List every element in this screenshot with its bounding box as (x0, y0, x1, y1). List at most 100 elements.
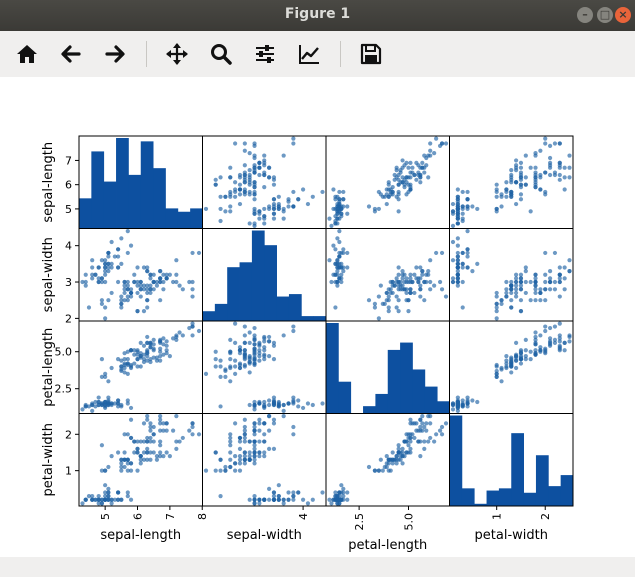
scatter-point (494, 206, 499, 212)
scatter-point (242, 457, 247, 462)
scatter-point (223, 374, 228, 379)
save-button[interactable] (354, 37, 388, 71)
scatter-point (103, 316, 108, 321)
scatter-point (138, 461, 143, 466)
scatter-point (557, 265, 562, 270)
scatter-point (422, 170, 427, 175)
scatter-point (509, 355, 514, 360)
scatter-point (167, 272, 172, 277)
histogram-bar (486, 490, 500, 506)
subplot-petal-width-vs-sepal-length (78, 413, 203, 507)
scatter-point (533, 276, 538, 281)
scatter-point (128, 294, 134, 299)
scatter-point (164, 348, 169, 353)
scatter-point (408, 446, 413, 451)
scatter-point (562, 165, 567, 170)
scatter-point (135, 279, 140, 285)
y-axis-label: petal-width (41, 423, 56, 496)
maximize-button[interactable]: □ (597, 7, 613, 23)
scatter-point (547, 325, 553, 331)
scatter-point (329, 501, 334, 506)
scatter-point (408, 160, 413, 165)
scatter-point (190, 432, 195, 437)
x-axis-label: petal-width (475, 528, 548, 543)
scatter-point (523, 182, 528, 187)
scatter-point (455, 199, 460, 204)
configure-subplots-button[interactable] (248, 37, 282, 71)
scatter-point (455, 283, 460, 288)
back-button[interactable] (54, 37, 88, 71)
scatter-point (237, 454, 243, 459)
scatter-point (257, 501, 262, 506)
scatter-point (119, 236, 124, 241)
scatter-point (228, 194, 233, 199)
scatter-point (115, 247, 121, 252)
scatter-point (557, 333, 562, 338)
scatter-point (257, 497, 262, 502)
pan-button[interactable] (160, 37, 194, 71)
scatter-point (533, 334, 538, 340)
scatter-point (190, 333, 195, 338)
scatter-point (271, 340, 277, 345)
scatter-point (138, 283, 143, 288)
figure-canvas[interactable]: 5 6 7 sepal-length 2 3 4 sepal-width 2.5 5.0 petal… (0, 77, 635, 557)
scatter-point (115, 404, 121, 409)
scatter-point (420, 421, 425, 426)
zoom-button[interactable] (204, 37, 238, 71)
scatter-point (518, 276, 524, 281)
scatter-point (99, 497, 105, 502)
scatter-point (455, 254, 460, 259)
scatter-point (135, 309, 140, 314)
scatter-point (252, 432, 257, 437)
scatter-point (400, 165, 405, 170)
scatter-point (418, 180, 423, 185)
scatter-point (396, 265, 401, 270)
scatter-point (271, 216, 277, 221)
scatter-point (337, 199, 342, 204)
scatter-point (125, 432, 130, 437)
scatter-point (115, 357, 121, 362)
y-tick-label: 2.5 (55, 383, 73, 396)
scatter-point (213, 177, 218, 182)
scatter-point (106, 261, 111, 266)
scatter-point (154, 279, 160, 285)
scatter-point (475, 261, 480, 266)
scatter-point (528, 298, 533, 303)
scatter-point (109, 365, 114, 371)
scatter-point (543, 170, 548, 175)
scatter-point (119, 468, 124, 473)
forward-button[interactable] (98, 37, 132, 71)
scatter-point (538, 175, 543, 180)
scatter-point (237, 468, 243, 473)
close-button[interactable]: × (615, 7, 631, 23)
scatter-point (557, 172, 562, 178)
scatter-point (247, 340, 252, 345)
scatter-point (291, 189, 296, 195)
scatter-point (174, 258, 179, 263)
scatter-point (228, 337, 233, 342)
scatter-point (455, 194, 460, 199)
histogram-bar (560, 475, 574, 506)
scatter-point (276, 483, 281, 488)
scatter-point (252, 443, 257, 448)
scatter-point (404, 192, 409, 197)
scatter-point (233, 187, 238, 192)
edit-axes-button[interactable] (292, 37, 326, 71)
scatter-point (475, 206, 480, 212)
scatter-point (400, 283, 405, 288)
scatter-point (567, 153, 572, 158)
home-button[interactable] (10, 37, 44, 71)
scatter-point (103, 269, 108, 274)
scatter-point (281, 333, 286, 338)
scatter-point (388, 457, 393, 462)
scatter-point (504, 354, 509, 359)
scatter-point (392, 283, 397, 288)
scatter-point (329, 223, 334, 228)
x-tick-label: 5.0 (402, 513, 415, 531)
scatter-point (187, 428, 192, 433)
scatter-point (106, 494, 111, 499)
scatter-point (237, 187, 243, 192)
scatter-point (141, 287, 147, 292)
scatter-point (106, 497, 111, 502)
minimize-button[interactable]: – (577, 7, 593, 23)
